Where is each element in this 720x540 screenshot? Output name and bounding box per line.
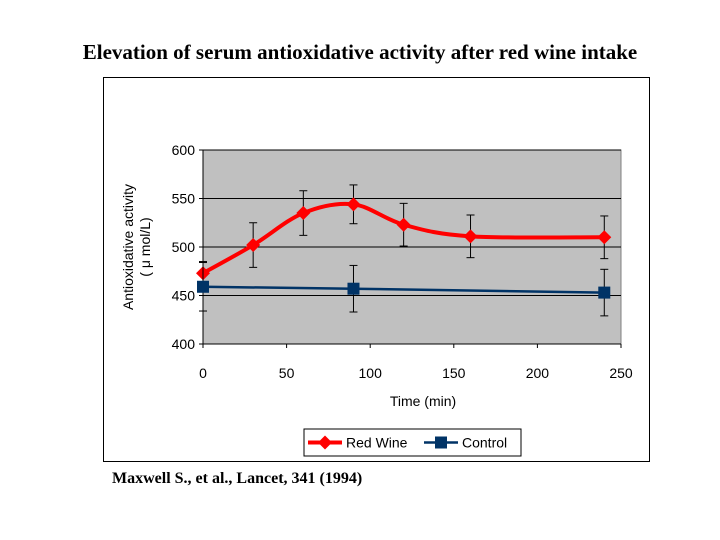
red-wine-point xyxy=(597,230,612,245)
citation: Maxwell S., et al., Lancet, 341 (1994) xyxy=(112,470,363,487)
legend-red-wine-label: Red Wine xyxy=(346,435,408,451)
x-tick-label: 150 xyxy=(442,365,466,381)
y-tick-label: 450 xyxy=(172,288,196,304)
slide-title: Elevation of serum antioxidative activit… xyxy=(82,40,638,64)
x-tick-label: 100 xyxy=(359,365,383,381)
y-tick-label: 600 xyxy=(172,142,196,158)
x-tick-label: 250 xyxy=(609,365,633,381)
y-axis-label: Antioxidative activity xyxy=(120,184,136,310)
y-tick-label: 500 xyxy=(172,239,196,255)
red-wine-point xyxy=(346,197,361,212)
control-point xyxy=(197,280,209,293)
red-wine-point xyxy=(246,238,261,253)
x-tick-label: 200 xyxy=(526,365,550,381)
red-wine-point xyxy=(396,217,411,232)
red-wine-point xyxy=(463,229,478,244)
legend-control-label: Control xyxy=(462,435,507,451)
control-point xyxy=(598,286,611,299)
y-axis-label-unit: ( μ mol/L) xyxy=(137,217,153,276)
red-wine-point xyxy=(296,206,311,221)
legend-control-marker xyxy=(435,436,447,449)
x-axis-label: Time (min) xyxy=(390,393,456,409)
x-tick-label: 0 xyxy=(199,365,207,381)
control-point xyxy=(347,282,360,295)
y-tick-label: 400 xyxy=(172,336,196,352)
legend-red-wine-marker xyxy=(318,435,332,450)
y-tick-label: 550 xyxy=(172,191,196,207)
x-tick-label: 50 xyxy=(279,365,295,381)
